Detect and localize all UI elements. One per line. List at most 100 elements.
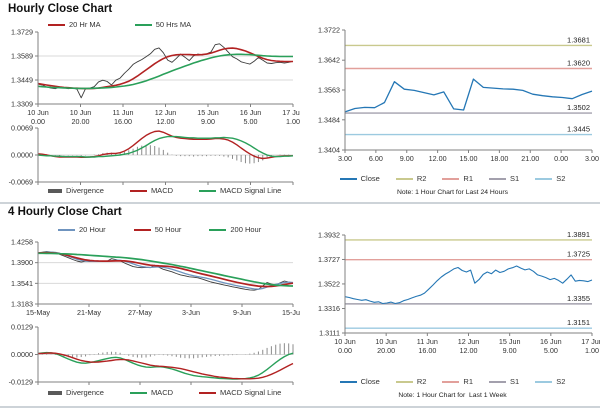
x-tick-label: 9.00 [201,117,215,126]
r1-line-swatch [442,177,460,180]
divergence-bar-swatch [48,390,62,395]
y-tick-label: 1.3111 [319,329,340,338]
green-line-swatch [129,391,147,394]
legend-item-s2: S2 [535,377,565,386]
section-divider [0,202,600,204]
x-tick-label: 1.00 [286,117,300,126]
blue-line-swatch [339,177,357,180]
legend-item-200hour: 200 Hour [209,225,261,234]
x-tick-label: 3-Jun [182,308,200,317]
level-label-r1: 1.3620 [567,58,590,67]
x-tick-label: 10 Jun [70,108,92,117]
r1-line-swatch [442,380,460,383]
legend-item-r1: R1 [442,377,473,386]
y-tick-label: 1.3563 [318,86,340,95]
x-tick-label: 9.00 [503,346,517,355]
x-tick-label: 16 Jun [540,337,562,346]
series-20-hr-ma [37,47,293,90]
y-tick-label: 1.3727 [318,255,340,264]
red-line-swatch [48,23,65,26]
series-close [37,251,294,291]
level-label-s1: 1.3502 [567,103,590,112]
y-tick-label: 1.3484 [318,115,340,124]
series-macd [37,351,294,380]
four-hourly-chart-title: 4 Hourly Close Chart [8,206,122,218]
legend-item-close: Close [339,377,380,386]
y-tick-label: 0.0069 [11,124,33,133]
x-tick-label: 0.00 [554,154,568,163]
four-hourly-macd-legend: Divergence MACD MACD Signal Line [48,388,281,397]
series-close [344,265,593,305]
x-tick-label: 12.00 [429,154,447,163]
y-tick-label: 1.3316 [318,304,340,313]
bottom-divider [0,406,600,408]
legend-item-divergence: Divergence [48,186,104,195]
x-tick-label: 15-May [26,308,50,317]
green-line-swatch [134,23,152,26]
hourly-chart-title: Hourly Close Chart [8,3,113,15]
x-tick-label: 6.00 [369,154,383,163]
x-tick-label: 5.00 [544,346,558,355]
red-line-swatch [133,228,151,231]
level-label-r2: 1.3681 [567,35,590,44]
legend-item-macd: MACD [129,388,173,397]
y-tick-label: 1.3729 [11,29,33,37]
legend-item-r2: R2 [395,377,426,386]
red-line-swatch [129,189,147,192]
series-close [37,43,294,99]
legend-item-20hr-ma: 20 Hr MA [48,20,101,29]
legend-item-20hour: 20 Hour [58,225,106,234]
weekly-sr-note: Note: 1 Hour Chart for Last 1 Week [398,392,507,399]
level-label-r2: 1.3891 [567,230,590,239]
hourly-sr-chart: 1.3681 1.3620 1.3502 1.3445 1.3722 1.3642 1.35… [318,26,599,164]
x-tick-label: 9-Jun [233,308,251,317]
weekly-sr-legend: Close R2 R1 S1 S2 [305,377,600,386]
green-line-swatch [199,189,217,192]
x-tick-label: 0.00 [338,346,352,355]
legend-item-macd: MACD [129,186,173,195]
green-line-swatch [209,228,227,231]
x-tick-label: 17 Jun [282,108,300,117]
x-tick-label: 20.00 [72,117,90,126]
x-tick-label: 11 Jun [417,337,438,346]
divergence-bar-swatch [48,188,62,193]
legend-item-divergence: Divergence [48,388,104,397]
series-macd-signal-line [37,135,294,158]
hourly-ma-legend: 20 Hr MA 50 Hrs MA [48,20,191,29]
x-tick-label: 1.00 [585,346,599,355]
x-tick-label: 16.00 [114,117,132,126]
legend-item-r1: R1 [442,174,473,183]
series-200-hour [38,252,294,287]
s2-line-swatch [535,177,553,180]
four-hourly-ma-legend: 20 Hour 50 Hour 200 Hour [58,225,261,234]
y-tick-label: 1.3932 [318,231,340,240]
x-tick-label: 3.00 [585,154,599,163]
x-tick-label: 0.00 [31,117,45,126]
y-tick-label: -0.0129 [9,378,33,387]
red-line-swatch [199,391,217,394]
y-tick-label: 1.3900 [11,258,33,267]
s1-line-swatch [489,380,506,383]
y-tick-label: 1.3589 [11,52,33,61]
legend-item-macd-signal: MACD Signal Line [199,186,281,195]
x-tick-label: 9.00 [400,154,414,163]
x-tick-label: 12 Jun [155,108,177,117]
x-tick-label: 5.00 [244,117,258,126]
blue-line-swatch [339,380,357,383]
x-tick-label: 16 Jun [240,108,262,117]
y-tick-label: 0.0129 [11,323,33,332]
x-tick-label: 15-Jun [282,308,300,317]
y-tick-label: 1.3404 [318,146,340,155]
y-tick-label: 1.3183 [11,300,33,309]
level-label-s2: 1.3151 [567,318,590,327]
series-20-hour [37,251,294,290]
level-label-s2: 1.3445 [567,125,590,134]
x-tick-label: 15 Jun [499,337,521,346]
weekly-sr-chart: 1.3891 1.3725 1.3355 1.3151 1.3932 1.3727 1.35… [318,230,600,355]
y-tick-label: 0.0000 [11,151,33,160]
r2-line-swatch [395,177,413,180]
series-macd [37,130,293,160]
x-tick-label: 20.00 [377,346,395,355]
